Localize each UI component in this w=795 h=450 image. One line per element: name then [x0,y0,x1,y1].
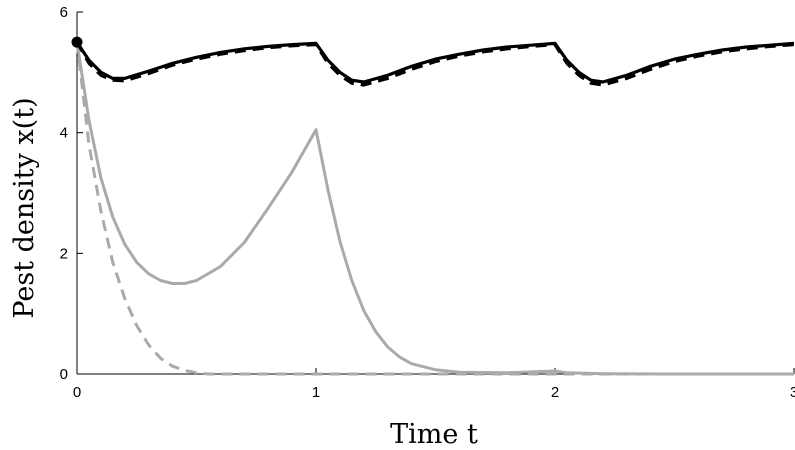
series-grey-solid-line [75,41,794,376]
x-tick-label: 2 [551,384,559,401]
y-tick-label: 4 [60,125,68,142]
series-black-solid-line [75,41,795,84]
x-tick-label: 3 [790,384,795,401]
y-axis-title: Pest density x(t) [9,97,40,318]
x-tick-label: 1 [312,384,320,401]
initial-point-marker [71,36,83,48]
series-layer [75,41,795,376]
x-tick-label: 0 [73,384,81,401]
series-black-dashed-line [75,41,795,87]
y-tick-label: 6 [60,4,68,21]
marker-layer [71,36,83,48]
x-axis-title: Time t [390,419,478,450]
series-grey-dashed-line [75,42,794,376]
y-tick-label: 2 [60,245,68,262]
y-tick-label: 0 [60,366,68,383]
